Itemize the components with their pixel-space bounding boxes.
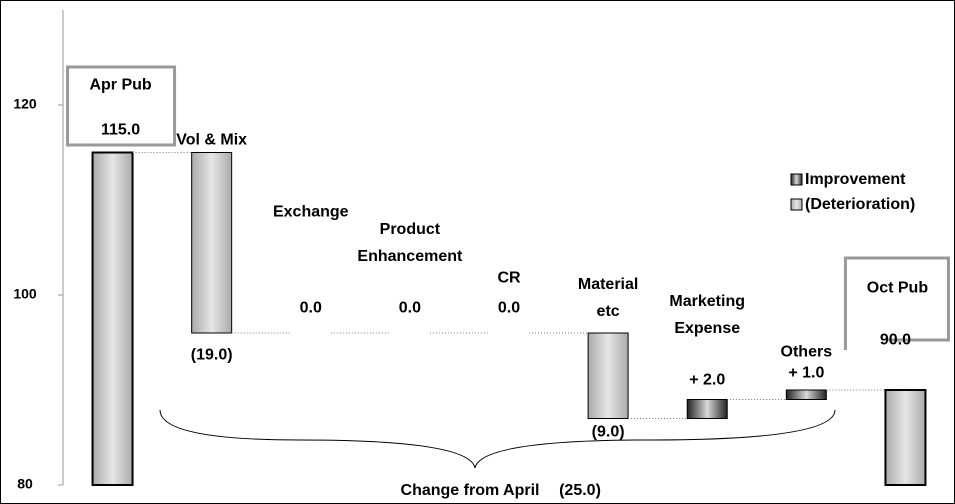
value-label: (19.0)	[190, 346, 233, 364]
brace	[159, 409, 836, 469]
annotation: (25.0)	[559, 482, 601, 499]
y-tick-label: 80	[17, 476, 33, 492]
label-box	[66, 65, 177, 147]
bar	[686, 399, 728, 419]
value-label: 0.0	[398, 299, 421, 317]
category-label: CR	[497, 269, 521, 287]
category-label: Others	[780, 343, 833, 361]
legend-swatch	[790, 173, 803, 186]
value-label: 90.0	[879, 331, 912, 349]
category-label: Product Enhancement	[357, 221, 463, 265]
legend-swatch	[790, 198, 803, 211]
y-tick-label: 100	[13, 286, 37, 302]
category-label: Vol & Mix	[176, 131, 248, 149]
value-label: 115.0	[100, 121, 141, 139]
category-label: Marketing Expense	[669, 293, 745, 337]
category-label: Exchange	[272, 203, 349, 221]
category-label: Material etc	[577, 276, 639, 320]
bar	[884, 389, 927, 486]
value-label: + 2.0	[689, 371, 726, 389]
annotation: Change from April	[401, 482, 540, 499]
value-label: 0.0	[497, 299, 521, 317]
bar	[785, 389, 827, 400]
value-label: (9.0)	[591, 423, 625, 441]
value-label: + 1.0	[788, 364, 825, 382]
bar	[191, 152, 233, 334]
category-label: Apr Pub	[89, 76, 152, 94]
label-box	[843, 256, 950, 350]
bar	[91, 151, 134, 486]
category-label: Oct Pub	[866, 279, 929, 297]
value-label: 0.0	[299, 299, 322, 317]
legend-label: (Deterioration)	[805, 196, 915, 213]
legend-label: Improvement	[805, 171, 906, 188]
bar	[587, 332, 629, 419]
y-tick-label: 120	[13, 96, 37, 112]
